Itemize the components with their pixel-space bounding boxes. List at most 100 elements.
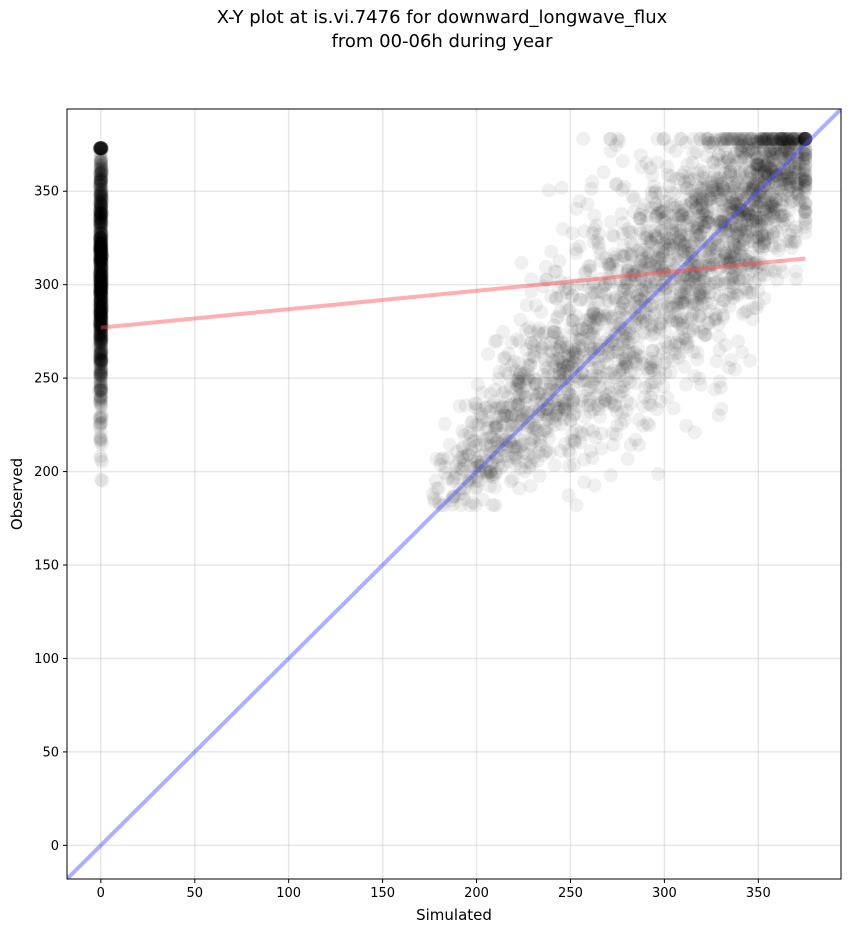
data-point	[566, 354, 581, 369]
data-point	[522, 460, 537, 475]
data-point	[745, 213, 760, 228]
data-point	[94, 334, 108, 349]
data-point	[93, 142, 108, 157]
data-point	[94, 328, 109, 343]
data-point	[94, 208, 109, 223]
data-point	[615, 315, 629, 330]
data-point	[537, 422, 552, 437]
data-point	[694, 235, 709, 250]
data-point	[94, 248, 109, 263]
data-point	[94, 352, 109, 367]
data-point	[702, 285, 717, 300]
data-point	[93, 189, 108, 204]
data-point	[734, 203, 749, 218]
data-point	[94, 196, 109, 211]
data-point	[798, 131, 813, 146]
data-point	[93, 355, 108, 370]
data-point	[93, 346, 108, 361]
data-point	[93, 141, 108, 156]
data-point	[94, 240, 109, 254]
data-point	[95, 207, 110, 222]
data-point	[93, 316, 108, 331]
data-point	[92, 220, 107, 235]
data-point	[93, 298, 108, 313]
data-point	[747, 275, 762, 290]
data-point	[795, 166, 810, 181]
data-point	[754, 135, 769, 150]
data-point	[93, 278, 108, 293]
data-point	[675, 321, 690, 336]
data-point	[93, 249, 108, 264]
data-point	[542, 387, 557, 402]
data-point	[718, 256, 733, 271]
data-point	[94, 380, 109, 395]
identity-line	[67, 109, 841, 879]
data-point	[93, 228, 108, 243]
data-point	[94, 233, 109, 248]
data-point	[94, 301, 109, 316]
data-point	[525, 387, 540, 402]
data-point	[92, 392, 107, 407]
data-point	[93, 292, 108, 307]
data-point	[92, 274, 107, 289]
data-point	[93, 223, 108, 238]
data-point	[93, 277, 108, 292]
data-point	[559, 340, 574, 355]
data-point	[93, 234, 108, 248]
data-point	[637, 390, 652, 405]
data-point	[616, 295, 631, 310]
data-point	[711, 147, 726, 162]
data-point	[695, 207, 710, 222]
data-point	[93, 274, 108, 289]
data-point	[94, 242, 109, 257]
data-point	[514, 439, 528, 454]
data-point	[93, 353, 108, 368]
data-point	[752, 239, 767, 254]
data-point	[92, 252, 107, 266]
data-point	[763, 146, 778, 161]
data-point	[94, 354, 109, 369]
data-point	[618, 309, 632, 324]
data-point	[94, 249, 108, 264]
data-point	[94, 151, 109, 166]
data-point	[93, 240, 108, 255]
data-point	[94, 299, 109, 314]
data-point	[93, 159, 108, 174]
data-point	[94, 321, 109, 336]
data-point	[93, 367, 108, 381]
data-point	[697, 219, 712, 234]
data-point	[662, 231, 677, 246]
data-point	[650, 207, 665, 221]
data-point	[492, 401, 507, 415]
data-point	[93, 369, 108, 384]
data-point	[502, 398, 517, 413]
data-point	[94, 275, 109, 290]
data-point	[93, 166, 108, 181]
data-point	[93, 204, 108, 219]
data-point	[94, 168, 109, 183]
data-point	[664, 222, 679, 237]
data-point	[93, 264, 108, 279]
data-point	[770, 181, 785, 196]
data-point	[93, 255, 107, 270]
data-point	[93, 358, 108, 373]
data-point	[553, 274, 568, 289]
data-point	[723, 164, 738, 179]
data-point	[490, 439, 505, 454]
data-point	[93, 173, 108, 187]
data-point	[620, 357, 634, 372]
data-point	[487, 334, 502, 349]
data-point	[93, 284, 108, 299]
data-point	[93, 281, 108, 296]
data-point	[93, 237, 108, 252]
data-point	[93, 253, 108, 268]
data-point	[92, 338, 107, 353]
data-point	[95, 301, 110, 315]
data-point	[496, 411, 510, 426]
data-point	[664, 169, 679, 183]
data-point	[759, 159, 774, 174]
data-point	[93, 234, 108, 249]
data-point	[94, 206, 109, 221]
data-point	[93, 155, 108, 170]
data-point	[534, 304, 548, 319]
